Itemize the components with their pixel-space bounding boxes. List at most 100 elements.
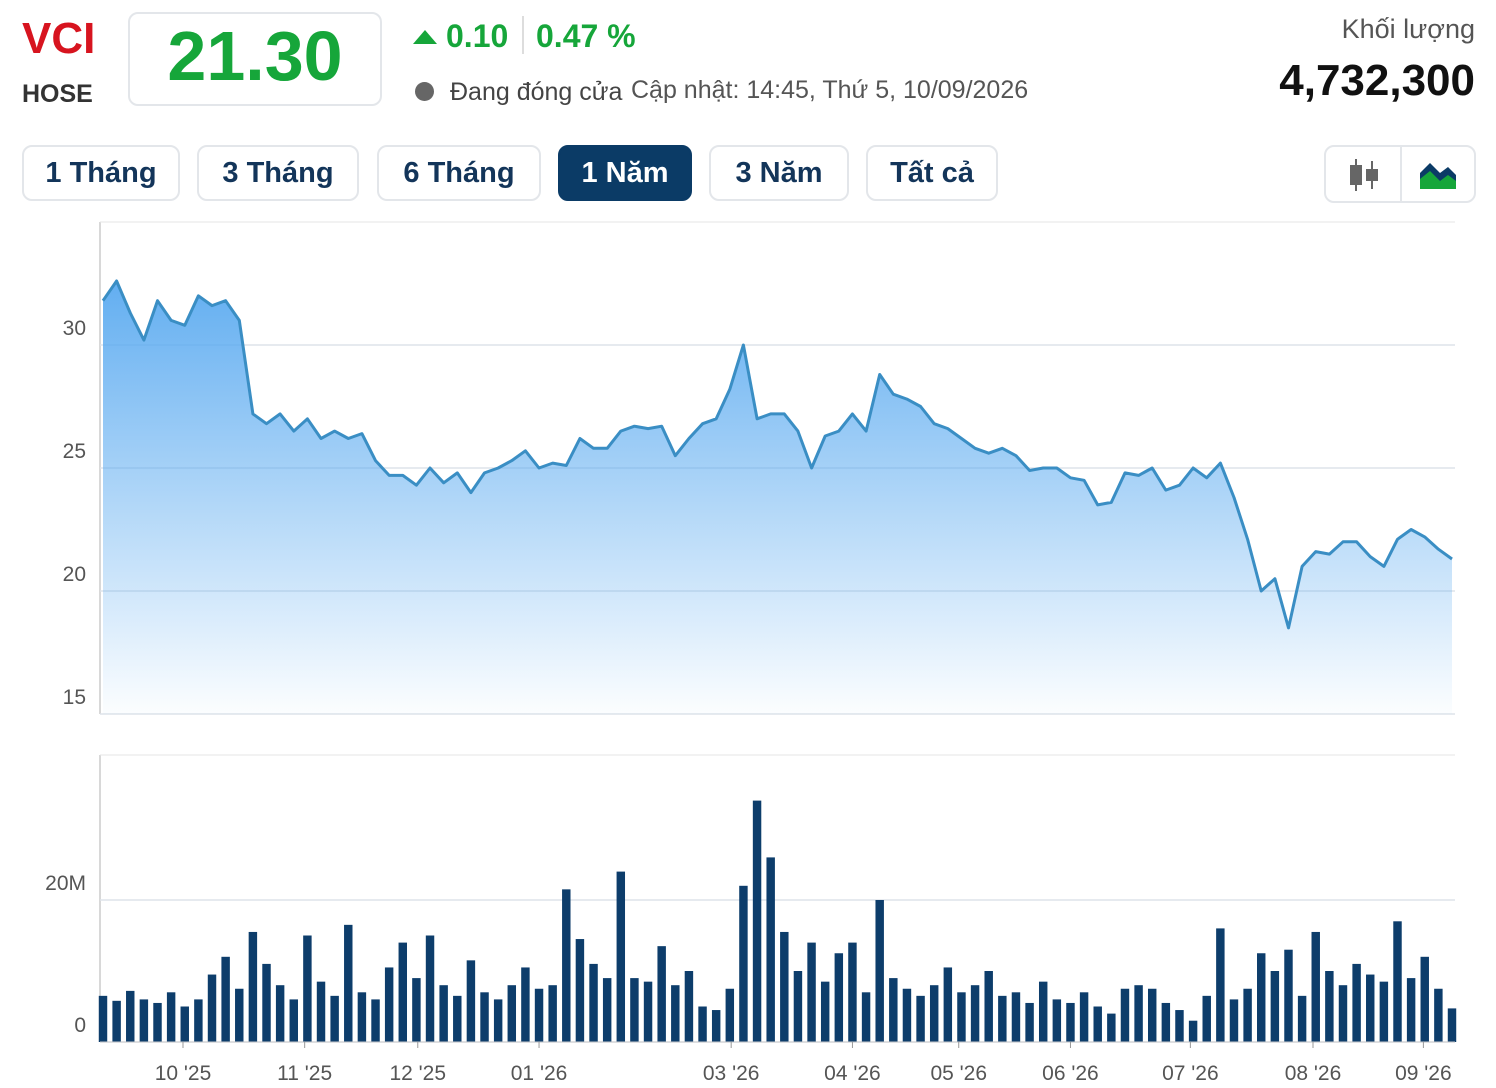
volume-bar [1434,988,1443,1042]
x-tick-label: 10 '25 [155,1062,212,1085]
volume-bar [1175,1010,1184,1042]
up-arrow [413,30,437,44]
x-tick-label: 05 '26 [930,1062,987,1085]
y-tick-label: 30 [63,317,86,340]
status: Đang đóng cửa [450,78,623,106]
volume-bar [562,889,571,1042]
y-tick-label: 15 [63,686,86,709]
volume-bar [848,942,857,1042]
volume: 4,732,300 [1279,56,1475,105]
range-button[interactable]: 1 Tháng [22,145,180,201]
volume-bar [1134,985,1143,1042]
volume-bar [521,967,530,1042]
volume-bar [180,1006,189,1042]
volume-bar [643,981,653,1042]
volume-bar [425,935,435,1042]
volume-bar [275,985,285,1042]
candlestick-icon[interactable] [1344,157,1384,193]
range-button[interactable]: 3 Tháng [197,145,359,201]
volume-bar [711,1010,721,1042]
volume-bar [371,999,380,1042]
volume-bar [153,1002,162,1042]
volume-bar [1079,992,1089,1042]
price-line [101,279,1453,630]
y-tick-label: 20M [45,872,86,895]
volume-bar [453,995,462,1042]
volume-bar [630,978,639,1042]
volume-bar [1147,988,1157,1042]
range-button[interactable]: 3 Năm [709,145,849,201]
volume-bar [861,992,871,1042]
volume-bar [235,988,244,1042]
volume-bar [793,971,803,1042]
price-box [128,12,382,106]
volume-bar [1229,999,1239,1042]
volume-bar [1379,981,1389,1042]
volume-bar [166,992,176,1042]
x-tick-label: 12 '25 [389,1062,446,1085]
range-button[interactable]: 1 Năm [558,145,692,201]
volume-bar [1161,1002,1171,1042]
volume-bar [834,953,844,1042]
y-tick-label: 0 [74,1014,86,1037]
volume-label: Khối lượng [1341,14,1475,44]
volume-bar [889,978,898,1042]
range-button[interactable]: Tất cả [866,145,998,201]
volume-bar [398,942,408,1042]
volume-bar [725,988,735,1042]
volume-bar [1066,1002,1075,1042]
volume-bar [412,978,421,1042]
volume-bar [534,988,544,1042]
chart-type-toggle[interactable] [1324,145,1476,203]
volume-bar [616,871,626,1042]
volume-bar [602,978,612,1042]
volume-bar [493,999,503,1042]
volume-bar [194,999,203,1042]
volume-bar [657,946,666,1042]
volume-bar [671,985,680,1042]
volume-bar [780,931,789,1042]
volume-bar [221,956,230,1042]
volume-bar [139,999,149,1042]
volume-bar [1393,921,1402,1042]
volume-bar [1406,978,1416,1042]
volume-bar [1338,985,1348,1042]
volume-bar [943,967,953,1042]
y-tick-label: 20 [63,563,86,586]
volume-bar [589,963,598,1042]
x-tick-label: 01 '26 [511,1062,568,1085]
volume-bar [1257,953,1266,1042]
volume-bar [1052,999,1062,1042]
volume-bar [916,995,925,1042]
updated: Cập nhật: 14:45, Thứ 5, 10/09/2026 [631,76,1029,104]
volume-bar [248,931,258,1042]
volume-bar [1243,988,1252,1042]
x-tick-label: 07 '26 [1162,1062,1219,1085]
volume-bar [548,985,557,1042]
volume-bar [466,960,476,1042]
volume-bar [439,985,448,1042]
volume-bar [820,981,830,1042]
x-tick-label: 11 '25 [277,1062,332,1085]
volume-bar [698,1006,707,1042]
volume-bar [929,985,939,1042]
volume-bar [289,999,298,1042]
volume-bar [875,900,884,1042]
range-button[interactable]: 6 Tháng [377,145,541,201]
volume-bar [1038,981,1048,1042]
separator [522,16,524,54]
volume-bar [807,942,816,1042]
volume-bar [480,992,489,1042]
volume-bar [262,963,271,1042]
change-pct: 0.47 % [536,18,636,54]
volume-bar [98,995,108,1042]
x-tick-label: 09 '26 [1395,1062,1452,1085]
x-tick-label: 08 '26 [1285,1062,1342,1085]
volume-bar [1093,1006,1102,1042]
volume-bar [384,967,394,1042]
volume-bar [1311,931,1320,1042]
area-icon[interactable] [1418,159,1458,191]
volume-bar [357,992,367,1042]
volume-bar [902,988,912,1042]
price: 21.30 [167,17,343,95]
